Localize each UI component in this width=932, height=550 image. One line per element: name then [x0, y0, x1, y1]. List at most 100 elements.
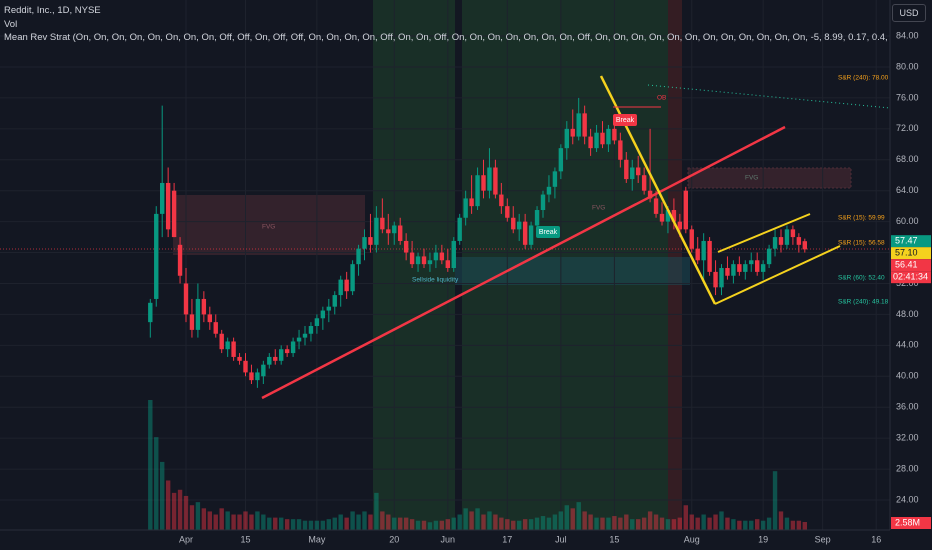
candle-body [398, 225, 403, 241]
volume-bar [790, 520, 796, 530]
volume-bar [725, 517, 730, 530]
candle-body [290, 341, 296, 354]
volume-bar [189, 505, 195, 530]
x-tick-label: 15 [240, 534, 250, 544]
volume-bar [284, 519, 290, 530]
y-tick-label: 44.00 [896, 340, 919, 350]
price-label-box [891, 259, 931, 272]
candle-body [564, 128, 569, 149]
candle-body [784, 229, 790, 245]
candle-body [273, 356, 278, 361]
volume-bar [499, 517, 504, 530]
candle-body [356, 248, 361, 265]
candle-body [255, 372, 260, 381]
volume-bar [213, 514, 218, 530]
price-label: 57.10 [895, 248, 918, 258]
volume-bar [148, 400, 153, 530]
volume-bar [719, 511, 724, 530]
volume-bar [457, 514, 462, 530]
channel-line [714, 245, 841, 305]
volume-bar [386, 514, 391, 530]
candle-body [302, 333, 308, 338]
volume-bar [338, 514, 343, 530]
volume-bar [713, 514, 718, 530]
currency-button[interactable]: USD [892, 4, 926, 22]
annotation: Break [539, 229, 558, 236]
candle-body [195, 298, 201, 330]
volume-bar [570, 508, 575, 530]
candle-body [755, 260, 760, 272]
candle-body [243, 360, 248, 373]
volume-bar [778, 511, 784, 530]
annotation-box [613, 114, 637, 126]
candle-body [308, 326, 314, 334]
price-label-box [891, 235, 931, 248]
volume-bar [534, 517, 540, 530]
candle-body [606, 128, 611, 145]
volume-bar [296, 519, 302, 530]
volume-bar [160, 461, 165, 530]
volume-label-box [891, 517, 931, 529]
candle-body [576, 113, 581, 137]
annotation: S&R (15): 56.58 [838, 240, 885, 247]
annotation-box [536, 226, 560, 238]
candle-body [279, 349, 284, 361]
volume-bar [522, 519, 528, 530]
volume-bar [766, 517, 772, 530]
volume-bar [427, 522, 433, 530]
candle-body [665, 210, 671, 222]
volume-bar [612, 516, 617, 530]
volume-bar [588, 514, 593, 530]
candle-body [713, 271, 718, 288]
candle-body [570, 128, 575, 137]
candle-body [457, 217, 462, 241]
volume-bar [409, 519, 415, 530]
y-tick-label: 80.00 [896, 61, 919, 71]
volume-bar [249, 514, 254, 530]
volume-bar [267, 517, 272, 530]
candle-body [231, 341, 236, 357]
x-tick-label: Aug [684, 534, 700, 544]
candle-body [505, 206, 510, 218]
y-tick-label: 64.00 [896, 185, 919, 195]
x-tick-label: Jul [555, 534, 567, 544]
volume-bar [689, 514, 694, 530]
x-tick-label: 19 [758, 534, 768, 544]
volume-bar [421, 520, 427, 530]
volume-bar [600, 517, 605, 530]
x-tick-label: Apr [179, 534, 193, 544]
candle-body [421, 256, 427, 265]
volume-bar [749, 520, 754, 530]
volume-bar [469, 511, 474, 530]
price-label: 57.47 [895, 236, 918, 246]
dotted-line [647, 84, 891, 109]
volume-bar [279, 517, 284, 530]
y-tick-label: 28.00 [896, 463, 919, 473]
volume-bar [475, 508, 480, 530]
volume-bar [403, 517, 409, 530]
candle-body [481, 175, 486, 191]
candle-body [558, 148, 564, 172]
candle-body [374, 217, 379, 245]
candle-body [624, 159, 629, 180]
volume-bar [177, 489, 183, 530]
volume-bar [243, 511, 248, 530]
candle-body [749, 260, 754, 265]
candle-body [148, 302, 153, 323]
candle-body [737, 264, 742, 272]
candle-body [743, 264, 748, 272]
volume-bar [701, 514, 706, 530]
candle-body [499, 194, 504, 207]
candle-body [201, 298, 207, 315]
candle-body [219, 333, 224, 350]
candle-body [778, 237, 784, 245]
candle-body [344, 279, 349, 292]
annotation: FVG [745, 175, 758, 182]
candle-body [386, 229, 391, 234]
volume-bar [415, 520, 421, 530]
y-tick-label: 60.00 [896, 216, 919, 226]
x-tick-label: 16 [871, 534, 881, 544]
x-tick-label: Jun [441, 534, 456, 544]
price-label-box [891, 247, 931, 260]
